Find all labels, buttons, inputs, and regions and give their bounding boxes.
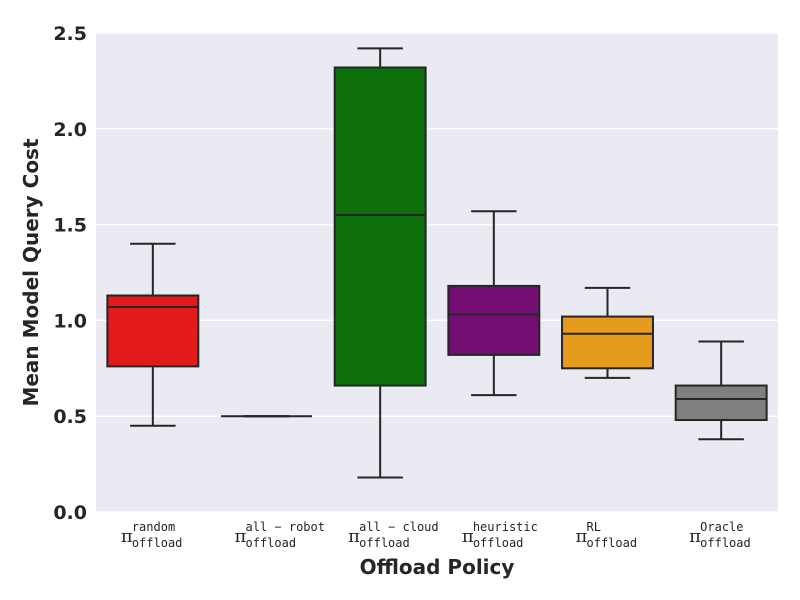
y-tick-label: 1.0 <box>53 310 87 332</box>
x-tick-superscript: Oracle <box>700 520 743 534</box>
plot-area <box>96 33 778 512</box>
box-6 <box>674 340 768 441</box>
box-body <box>674 384 768 422</box>
x-tick-superscript: heuristic <box>473 520 538 534</box>
box-body <box>447 284 541 356</box>
x-tick-label: π offload Oracle <box>689 520 751 550</box>
y-tick-label: 0.0 <box>53 502 87 524</box>
x-tick-superscript: RL <box>587 520 601 534</box>
y-tick-label: 2.0 <box>53 119 87 141</box>
x-tick-subscript: offload <box>587 536 638 550</box>
x-tick-subscript: offload <box>359 536 410 550</box>
x-tick-symbol: π <box>576 526 588 547</box>
x-tick-label: π offload RL <box>576 520 638 550</box>
x-tick-subscript: offload <box>246 536 297 550</box>
x-tick-superscript: all − cloud <box>359 520 438 534</box>
box-series <box>106 47 768 479</box>
y-tick-label: 1.5 <box>53 215 87 237</box>
box-4 <box>447 210 541 397</box>
x-tick-label: π offload all − cloud <box>348 520 438 550</box>
y-axis-label: Mean Model Query Cost <box>19 138 43 406</box>
x-tick-symbol: π <box>121 526 133 547</box>
box-body <box>333 66 427 387</box>
x-tick-subscript: offload <box>473 536 524 550</box>
box-3 <box>333 47 427 479</box>
box-body <box>561 315 654 370</box>
box-5 <box>561 286 654 379</box>
box-1 <box>106 242 200 427</box>
x-tick-symbol: π <box>689 526 701 547</box>
x-tick-symbol: π <box>235 526 247 547</box>
x-tick-symbol: π <box>348 526 360 547</box>
x-tick-superscript: all − robot <box>246 520 325 534</box>
x-tick-label: π offload random <box>121 520 183 550</box>
x-tick-label: π offload heuristic <box>462 520 538 550</box>
x-tick-label: π offload all − robot <box>235 520 325 550</box>
grid-lines <box>96 32 778 513</box>
x-axis-label: Offload Policy <box>360 555 515 579</box>
x-tick-symbol: π <box>462 526 474 547</box>
y-axis-ticks: 0.0 0.5 1.0 1.5 2.0 2.5 <box>53 23 87 524</box>
y-tick-label: 2.5 <box>53 23 87 45</box>
x-tick-superscript: random <box>132 520 175 534</box>
y-tick-label: 0.5 <box>53 406 87 428</box>
x-tick-subscript: offload <box>700 536 751 550</box>
x-tick-subscript: offload <box>132 536 183 550</box>
